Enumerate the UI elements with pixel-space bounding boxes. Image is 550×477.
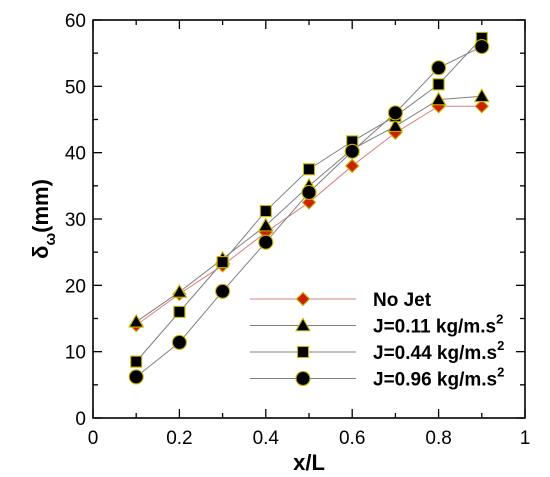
- y-axis-tick-labels: 0 10 20 30 40 50 60: [65, 11, 86, 430]
- data-point: [171, 283, 188, 298]
- data-point: [344, 158, 360, 174]
- legend-marker: [295, 370, 311, 387]
- data-point: [474, 38, 490, 55]
- data-point: [430, 91, 447, 106]
- series-markers: [128, 31, 490, 385]
- data-point: [130, 355, 143, 368]
- x-tick-label: 0.4: [253, 428, 280, 449]
- y-tick-label: 0: [75, 409, 86, 430]
- y-tick-label: 20: [65, 276, 86, 297]
- data-point: [258, 234, 274, 250]
- data-point: [473, 88, 490, 103]
- data-point: [259, 204, 272, 218]
- y-tick-label: 30: [65, 210, 86, 231]
- data-point: [387, 105, 403, 121]
- legend-marker: [296, 345, 310, 359]
- data-point: [474, 98, 490, 114]
- data-point: [216, 256, 229, 269]
- y-axis-ticks: [93, 19, 525, 419]
- y-axis-title-subscript: ω: [42, 233, 59, 246]
- data-point: [432, 78, 445, 91]
- legend-label: J=0.44 kg/m.s2: [373, 338, 504, 364]
- y-tick-label: 50: [65, 77, 86, 98]
- data-point: [215, 283, 231, 299]
- y-axis-title: δω(mm): [28, 179, 59, 259]
- y-axis-title-unit: (mm): [28, 179, 53, 233]
- legend-label: J=0.11 kg/m.s2: [373, 312, 503, 338]
- legend-label: No Jet: [373, 290, 432, 311]
- x-tick-label: 0.8: [425, 428, 451, 449]
- data-point: [301, 184, 317, 201]
- data-point: [173, 305, 186, 318]
- data-point: [128, 313, 145, 328]
- data-point: [302, 163, 316, 176]
- x-axis-ticks: [92, 20, 526, 418]
- y-tick-label: 10: [65, 343, 86, 364]
- legend-label: J=0.96 kg/m.s2: [373, 365, 504, 391]
- data-point: [128, 369, 144, 385]
- y-tick-label: 40: [65, 144, 86, 165]
- y-tick-label: 60: [65, 11, 86, 32]
- x-axis-tick-labels: 0 0.2 0.4 0.6 0.8 1: [88, 428, 531, 449]
- data-point: [171, 334, 187, 350]
- data-point: [257, 217, 274, 232]
- x-tick-label: 0.6: [339, 428, 365, 449]
- x-axis-title: x/L: [293, 450, 325, 475]
- x-tick-label: 0.2: [166, 428, 192, 449]
- data-point: [344, 143, 360, 159]
- y-axis-title-symbol: δ: [28, 246, 53, 259]
- legend-marker: [295, 317, 311, 332]
- data-point: [431, 60, 447, 76]
- x-tick-label: 0: [88, 428, 99, 449]
- data-point: [387, 118, 404, 132]
- legend-marker: [295, 291, 311, 307]
- x-tick-label: 1: [520, 428, 531, 449]
